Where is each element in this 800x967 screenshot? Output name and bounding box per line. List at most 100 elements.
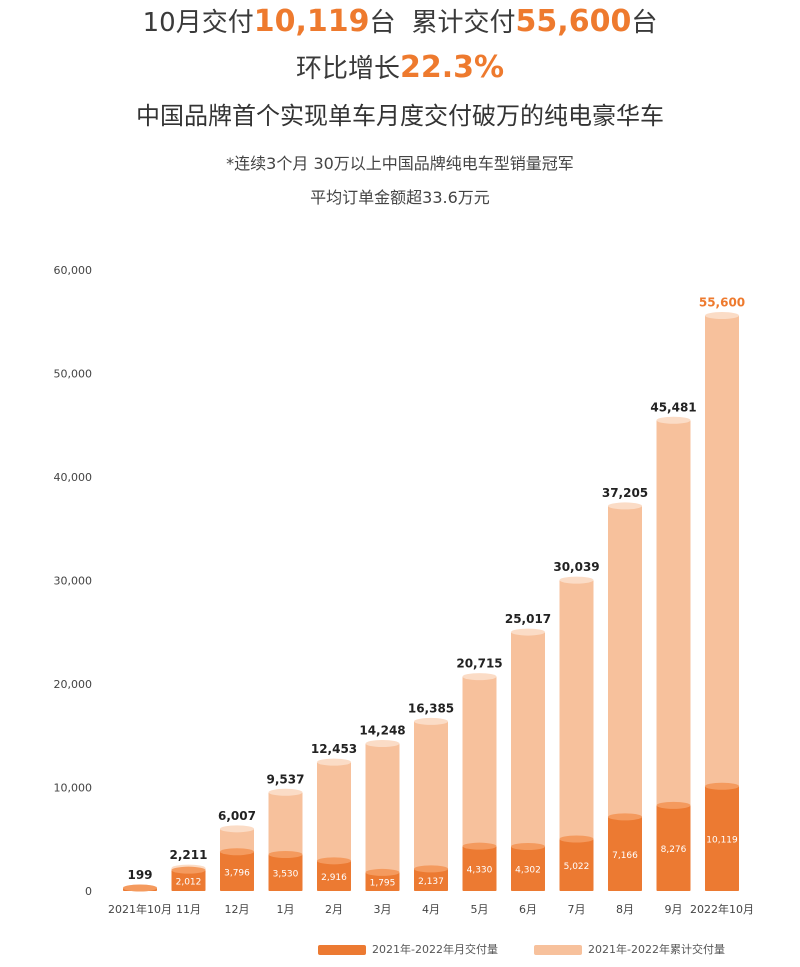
- cumulative-value-label: 6,007: [218, 809, 256, 823]
- headline-growth: 环比增长22.3%: [0, 48, 800, 89]
- monthly-bar-top: [559, 835, 594, 843]
- monthly-value-label: 7,166: [612, 851, 638, 861]
- monthly-bar: [462, 846, 497, 891]
- growth-label: 环比增长: [295, 54, 400, 84]
- x-tick-label: 2021年10月: [108, 902, 172, 916]
- growth-value: 22.3%: [399, 50, 505, 85]
- monthly-bar-top: [414, 865, 448, 873]
- headline-prefix: 10月交付: [142, 8, 254, 38]
- cumulative-bar-top: [608, 502, 642, 510]
- legend-item-cumulative: 2021年-2022年累计交付量: [534, 940, 725, 960]
- unit-label: 台: [369, 8, 396, 38]
- monthly-bar-top: [511, 842, 545, 850]
- delivery-chart: 0 10,000 20,000 30,000 40,000 50,000 60,000 199…: [54, 264, 755, 916]
- note-line-1: *连续3个月 30万以上中国品牌纯电车型销量冠军: [226, 154, 574, 173]
- note-line-2: 平均订单金额超33.6万元: [310, 188, 490, 207]
- x-tick-label: 8月: [616, 903, 634, 916]
- cumulative-value-label: 9,537: [267, 772, 305, 786]
- cumulative-bar: [559, 580, 594, 891]
- monthly-bar: [608, 816, 642, 891]
- monthly-bar-top: [171, 866, 206, 874]
- monthly-value-label: 5,022: [564, 862, 590, 872]
- monthly-value-label: 3,530: [273, 870, 299, 880]
- x-tick-label: 2022年10月: [690, 902, 754, 916]
- cumulative-value-label: 20,715: [456, 657, 502, 671]
- legend-label-monthly: 2021年-2022年月交付量: [372, 943, 498, 956]
- subtitle: 中国品牌首个实现单车月度交付破万的纯电豪华车: [136, 102, 664, 130]
- cumulative-bar-top: [511, 628, 545, 636]
- y-tick-label: 50,000: [54, 368, 93, 381]
- unit-label: 台: [631, 8, 658, 38]
- cumulative-value-label: 14,248: [359, 724, 405, 738]
- cumulative-value-label: 55,600: [699, 296, 745, 310]
- cumulative-value-label: 30,039: [553, 560, 599, 574]
- cumulative-bar-top: [365, 740, 400, 748]
- monthly-bar-top: [317, 857, 351, 865]
- monthly-bar-top: [656, 801, 691, 809]
- monthly-value-label: 4,302: [515, 866, 541, 876]
- cumulative-bar: [365, 743, 400, 891]
- monthly-value-label: 1,795: [370, 879, 396, 889]
- x-tick-label: 7月: [568, 903, 586, 916]
- monthly-bar-top: [123, 884, 157, 892]
- cumulative-bar: [511, 632, 545, 891]
- monthly-bar: [220, 851, 254, 891]
- cumulative-value-label: 37,205: [602, 486, 648, 500]
- monthly-bar: [559, 839, 594, 891]
- cumulative-bar: [414, 721, 448, 891]
- cumulative-bar: [705, 315, 739, 891]
- cumulative-bar-top: [462, 673, 497, 681]
- legend-label-cumulative: 2021年-2022年累计交付量: [588, 943, 725, 956]
- cumulative-bar-top: [220, 825, 254, 833]
- cumulative-bar-top: [268, 788, 303, 796]
- monthly-value-label: 8,276: [661, 845, 687, 855]
- cumulative-bar-top: [559, 576, 594, 584]
- monthly-bar: [268, 854, 303, 891]
- monthly-value-label: 2,012: [176, 878, 202, 888]
- cumulative-bar: [462, 676, 497, 891]
- monthly-bar: [365, 872, 400, 891]
- x-tick-label: 4月: [422, 903, 440, 916]
- cumulative-bar: [656, 420, 691, 891]
- cumulative-value-label: 25,017: [505, 612, 551, 626]
- monthly-value-label: 3,796: [224, 868, 250, 878]
- monthly-bar-top: [268, 850, 303, 858]
- monthly-bar-top: [705, 782, 739, 790]
- cumulative-bar-top: [656, 416, 691, 424]
- x-tick-label: 9月: [665, 903, 683, 916]
- monthly-value-label: 2,137: [418, 877, 444, 887]
- monthly-bar: [656, 805, 691, 891]
- legend-swatch-monthly: [318, 945, 366, 955]
- legend-item-monthly: 2021年-2022年月交付量: [318, 940, 498, 960]
- monthly-value-label: 4,330: [467, 866, 493, 876]
- cumulative-bar: [608, 505, 642, 891]
- y-tick-label: 30,000: [54, 575, 93, 588]
- monthly-bar: [414, 868, 448, 891]
- cumulative-value-label: 16,385: [408, 701, 454, 715]
- x-tick-label: 3月: [374, 903, 392, 916]
- cumulative-label: 累计交付: [411, 8, 516, 38]
- monthly-bar-top: [462, 842, 497, 850]
- x-tick-label: 5月: [471, 903, 489, 916]
- x-tick-label: 6月: [519, 903, 537, 916]
- x-tick-label: 2月: [325, 903, 343, 916]
- monthly-deliveries-value: 10,119: [253, 4, 370, 39]
- monthly-bar: [705, 786, 739, 891]
- monthly-bar-top: [220, 848, 254, 856]
- cumulative-bar-top: [414, 717, 448, 725]
- monthly-bar: [511, 846, 545, 891]
- headline-deliveries: 10月交付10,119台 累计交付55,600台: [0, 2, 800, 43]
- monthly-bar-top: [608, 813, 642, 821]
- cumulative-value-label: 45,481: [650, 400, 696, 414]
- x-tick-label: 1月: [277, 903, 295, 916]
- monthly-value-label: 2,916: [321, 873, 347, 883]
- y-tick-label: 40,000: [54, 471, 93, 484]
- x-tick-label: 12月: [225, 903, 250, 916]
- cumulative-value-label: 12,453: [311, 742, 357, 756]
- cumulative-deliveries-value: 55,600: [515, 4, 632, 39]
- cumulative-bar-top: [317, 758, 351, 766]
- cumulative-value-label: 199: [127, 868, 152, 882]
- monthly-bar-top: [365, 868, 400, 876]
- cumulative-bar-top: [705, 312, 739, 320]
- y-tick-label: 20,000: [54, 678, 93, 691]
